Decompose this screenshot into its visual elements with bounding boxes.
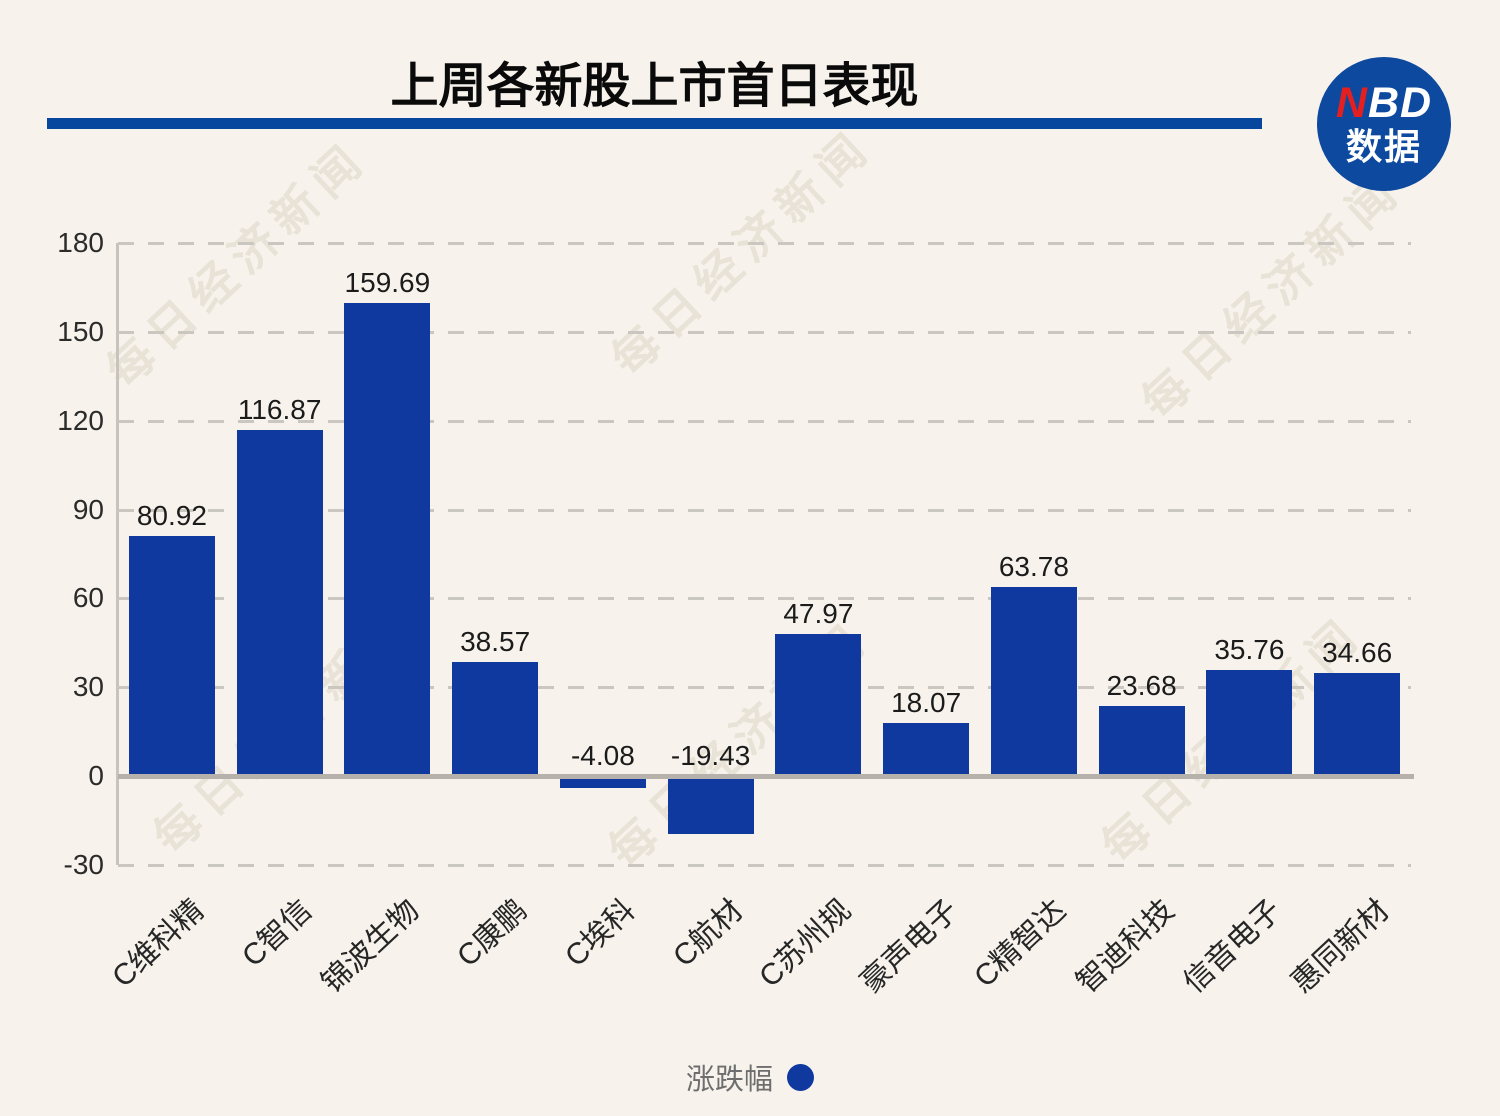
bar-value-label: 63.78 <box>998 551 1069 583</box>
x-axis-category-label: C康鹏 <box>451 893 534 974</box>
y-axis-tick-label: 90 <box>72 493 104 525</box>
y-axis-tick-label: 180 <box>57 227 104 259</box>
bar-value-label: 116.87 <box>237 394 322 426</box>
legend-label: 涨跌幅 <box>685 1064 773 1096</box>
x-axis-category-label: C苏州规 <box>752 893 858 994</box>
nbd-logo: NBD 数据 <box>1317 57 1451 191</box>
bar <box>1314 673 1401 776</box>
y-axis-tick-label: 30 <box>72 671 104 703</box>
bar-value-label: 23.68 <box>1106 669 1177 701</box>
y-axis-tick-label: 0 <box>88 760 104 791</box>
bar <box>1206 670 1293 776</box>
bar <box>452 661 539 776</box>
bar <box>559 776 646 789</box>
legend-marker-dot <box>787 1063 814 1091</box>
x-axis-category-label: 智迪科技 <box>1070 893 1181 1000</box>
x-axis-category-label: C精智达 <box>968 893 1073 994</box>
gridline <box>118 686 1411 690</box>
chart-title: 上周各新股上市首日表现 <box>390 60 919 113</box>
bar <box>883 722 970 776</box>
y-axis-tick-label: -30 <box>63 848 104 880</box>
gridline <box>118 508 1411 512</box>
bar-value-label: 38.57 <box>460 625 531 657</box>
bar-value-label: -4.08 <box>570 740 635 771</box>
gridline <box>118 242 1411 246</box>
x-axis-category-label: C航材 <box>667 893 750 974</box>
nbd-logo-text: NBD <box>1335 79 1433 128</box>
nbd-logo-letter-n: N <box>1335 79 1368 128</box>
x-axis-category-label: C智信 <box>236 893 319 974</box>
nbd-logo-caption: 数据 <box>1345 126 1422 168</box>
bar <box>236 430 323 776</box>
y-axis-tick-label: 120 <box>57 404 104 436</box>
x-axis-category-label: C维科精 <box>106 893 211 994</box>
bar-value-label: -19.43 <box>670 740 751 771</box>
nbd-logo-letters-bd: BD <box>1367 79 1433 128</box>
bar <box>990 587 1077 776</box>
gridline <box>118 331 1411 334</box>
bar-value-label: 18.07 <box>891 686 962 718</box>
bar <box>667 776 754 834</box>
title-underline <box>47 118 1262 129</box>
gridline <box>118 863 1411 867</box>
y-axis-line <box>116 243 119 865</box>
bar <box>128 536 215 776</box>
bar-value-label: 34.66 <box>1322 637 1393 669</box>
bar <box>1098 705 1185 776</box>
bar-value-label: 35.76 <box>1214 634 1285 666</box>
bar <box>344 303 431 776</box>
x-axis-category-label: 锦波生物 <box>315 893 427 1000</box>
x-axis-category-label: 豪声电子 <box>854 893 965 1000</box>
y-axis-tick-label: 60 <box>72 582 104 614</box>
gridline <box>118 419 1411 423</box>
bar-value-label: 47.97 <box>783 598 854 629</box>
bar-value-label: 80.92 <box>136 500 207 532</box>
bar <box>775 634 862 776</box>
x-axis-category-label: 惠同新材 <box>1285 893 1396 1000</box>
chart-legend: 涨跌幅 <box>0 1056 1500 1098</box>
x-axis-category-label: 信音电子 <box>1177 893 1289 1000</box>
y-axis-tick-label: 150 <box>57 316 104 347</box>
gridline <box>118 597 1411 601</box>
zero-axis-line <box>118 774 1414 779</box>
bar-value-label: 159.69 <box>344 267 431 299</box>
x-axis-category-label: C埃科 <box>559 893 642 974</box>
